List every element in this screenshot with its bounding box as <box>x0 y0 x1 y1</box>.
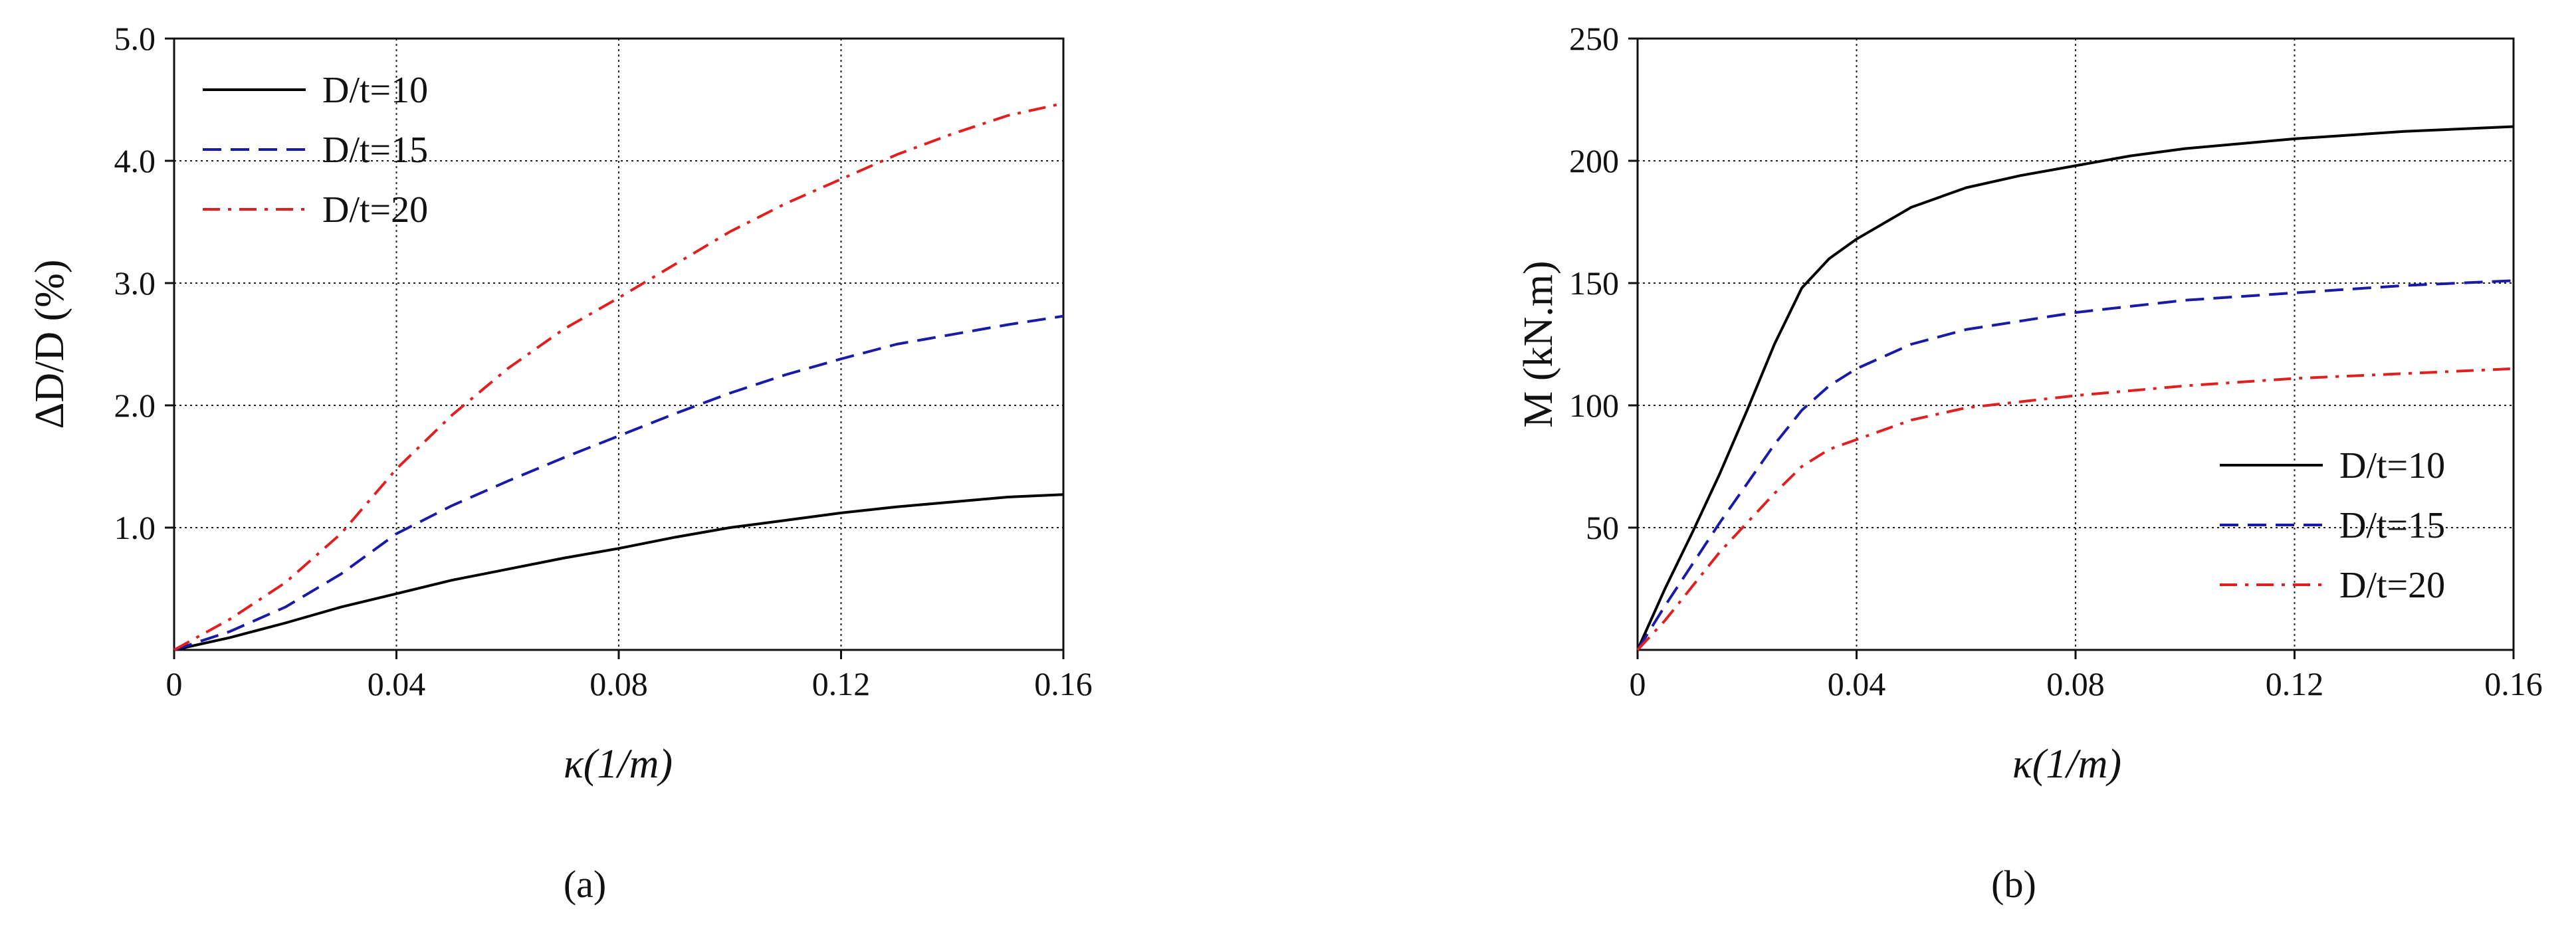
panel-b-y-tick-label: 250 <box>1569 20 1619 57</box>
panel-b-x-tick-label: 0.08 <box>2046 665 2105 702</box>
panel-a-x-tick-label: 0.16 <box>1034 665 1093 702</box>
panel-a-chart: 0 0.04 0.08 0.12 0.16 1.0 2.0 3.0 4.0 5.0 κ(1/m) ΔD… <box>27 20 1093 906</box>
panel-b-x-axis-label: κ(1/m) <box>2012 742 2121 787</box>
panel-b-y-tick-label: 50 <box>1586 509 1619 546</box>
panel-b-legend: D/t=10 D/t=15 D/t=20 <box>2220 445 2445 606</box>
panel-b-series-line-1 <box>1636 125 2514 651</box>
panel-b-series-line-3 <box>1636 367 2514 651</box>
panel-b-y-tick-label: 150 <box>1569 264 1619 302</box>
panel-b-y-tick-label: 100 <box>1569 387 1619 424</box>
panel-a-legend-entry: D/t=20 <box>322 189 428 231</box>
panel-b-series-line-2 <box>1636 279 2514 651</box>
panel-b-chart: 0 0.04 0.08 0.12 0.16 50 100 150 200 250 κ(1/m) M (… <box>1516 20 2543 906</box>
panel-a-grid <box>174 39 1063 650</box>
panel-a-y-axis-label: ΔD/D (%) <box>27 259 72 429</box>
panel-b-y-axis-label: M (kN.m) <box>1516 260 1561 427</box>
panel-b-x-tick-label: 0.04 <box>1828 665 1886 702</box>
panel-a-y-tick-label: 1.0 <box>114 509 156 546</box>
panel-a-y-tick-label: 4.0 <box>114 142 156 179</box>
panel-a-y-tick-label: 2.0 <box>114 387 156 424</box>
panel-b-legend-entry: D/t=10 <box>2339 445 2445 486</box>
panel-b-grid <box>1638 39 2514 650</box>
panel-a-series-line-2 <box>173 314 1064 651</box>
panel-a-x-tick-label: 0 <box>166 665 183 702</box>
panel-b-legend-entry: D/t=15 <box>2339 505 2445 546</box>
panel-b-y-tick-label: 200 <box>1569 142 1619 179</box>
panel-a-legend-entry: D/t=10 <box>322 70 428 111</box>
panel-a-legend-entry: D/t=15 <box>322 130 428 171</box>
panel-b-label: (b) <box>1991 863 2036 906</box>
panel-a-x-tick-label: 0.04 <box>368 665 426 702</box>
panel-a-label: (a) <box>564 863 606 906</box>
panel-a-series-line-1 <box>173 493 1064 651</box>
panel-a-x-axis-label: κ(1/m) <box>564 742 673 787</box>
panel-a-y-tick-label: 3.0 <box>114 264 156 302</box>
panel-a-x-tick-label: 0.12 <box>812 665 871 702</box>
panel-a-legend: D/t=10 D/t=15 D/t=20 <box>203 70 428 231</box>
panel-a-y-tick-label: 5.0 <box>114 20 156 57</box>
panel-a-x-tick-label: 0.08 <box>590 665 648 702</box>
panel-b-x-tick-label: 0.12 <box>2266 665 2324 702</box>
panel-a-series-line-3 <box>173 102 1064 651</box>
panel-b-x-tick-label: 0 <box>1630 665 1646 702</box>
panel-b-legend-entry: D/t=20 <box>2339 565 2445 606</box>
panel-b-x-tick-label: 0.16 <box>2484 665 2543 702</box>
